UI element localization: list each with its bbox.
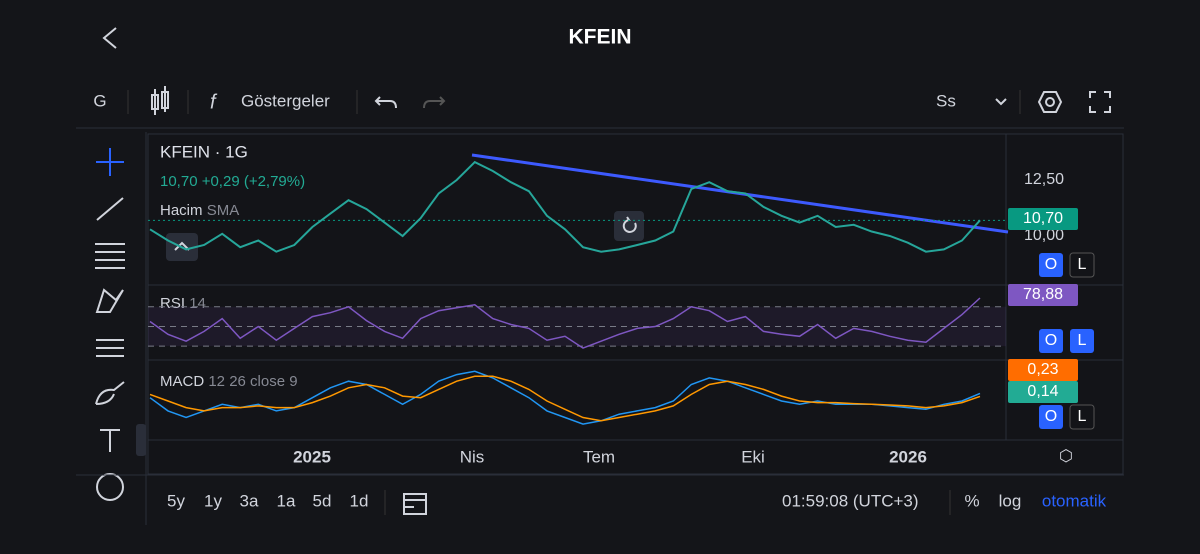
session[interactable]: Ss [936,91,956,110]
projection-tool[interactable] [96,339,124,357]
undo[interactable] [374,96,397,109]
time-label: 2026 [889,447,927,466]
time-label: 2025 [293,447,331,466]
session-chevron[interactable] [995,98,1007,106]
price-tick: 10,00 [1024,227,1064,244]
redo[interactable] [423,96,446,109]
left-tools [95,148,146,501]
volume-sma: SMA [207,202,240,219]
time-label: Eki [741,447,765,466]
pane-button[interactable] [1039,253,1063,277]
price-tick: 12,50 [1024,171,1064,188]
volume: Hacim [160,202,203,219]
chart-area [147,133,1124,475]
brush-tool[interactable] [95,381,125,405]
reset-button[interactable] [614,211,644,241]
pane-button-label: L [1078,256,1087,273]
rsi: RSI [160,295,185,312]
indicators-button[interactable]: Göstergeler [241,91,330,110]
rsi-length: 14 [189,295,206,312]
range-button[interactable]: 1a [277,491,296,510]
collapse-tab[interactable] [136,424,146,456]
line-tool[interactable] [96,197,124,221]
chevron [174,241,190,251]
range-button[interactable]: 1y [204,491,222,510]
badge-label: 10,70 [1023,210,1063,227]
reset-icon [622,216,637,233]
badge [1008,359,1078,381]
range-button[interactable]: 3a [240,491,259,510]
badge [1008,284,1078,306]
badge-label: 78,88 [1023,286,1063,303]
pane-button-label: L [1078,332,1087,349]
range-button[interactable]: 5d [313,491,332,510]
pane-button[interactable] [1039,329,1063,353]
time-label: Tem [583,447,615,466]
rsi-label: RSI 14 [160,295,206,312]
emoji-tool[interactable] [96,473,124,501]
pane-button[interactable] [1069,404,1095,430]
macd-line [149,370,981,425]
macd-label: MACD 12 26 close 9 [160,373,298,390]
fib-tool[interactable] [95,243,125,269]
price-line [149,160,981,253]
text-tool[interactable] [100,429,120,452]
volume-label: Hacim SMA [160,202,239,219]
pane-button-label: O [1045,256,1057,273]
clock: 01:59:08 (UTC+3) [782,491,919,510]
pane-button[interactable] [1039,405,1063,429]
interval[interactable]: G [93,91,106,110]
range-button[interactable]: 1d [350,491,369,510]
crosshair-tool[interactable] [96,148,124,176]
axis-settings[interactable]: ⬡ [1059,448,1073,465]
goto-date[interactable] [403,493,427,515]
macd-params: 12 26 close 9 [208,373,297,390]
pane-button-label: O [1045,332,1057,349]
percent-toggle[interactable]: % [964,491,979,510]
quote: 10,70 +0,29 (+2,79%) [160,173,305,190]
badge-label: 0,23 [1027,361,1058,378]
title: KFEIN [569,26,632,49]
pane-button[interactable] [1069,252,1095,278]
back-button[interactable] [102,27,117,49]
settings-button[interactable] [1037,91,1063,113]
fullscreen[interactable] [1089,91,1111,113]
pane-button-label: O [1045,408,1057,425]
auto-toggle[interactable]: otomatik [1042,491,1107,510]
rsi-line [149,297,981,349]
badge [1008,381,1078,403]
chart-type-button[interactable] [151,86,169,115]
pattern-tool[interactable] [95,288,124,313]
symbol: KFEIN · 1G [160,142,248,161]
badge [1008,208,1078,230]
badge-label: 0,14 [1027,383,1058,400]
range-button[interactable]: 5y [167,491,185,510]
time-label: Nis [460,447,485,466]
macd: MACD [160,373,204,390]
fx-icon: f [210,91,218,113]
pane-button-label: L [1078,408,1087,425]
signal-line [149,375,981,422]
log-toggle[interactable]: log [999,491,1022,510]
pane-button[interactable] [1070,329,1094,353]
